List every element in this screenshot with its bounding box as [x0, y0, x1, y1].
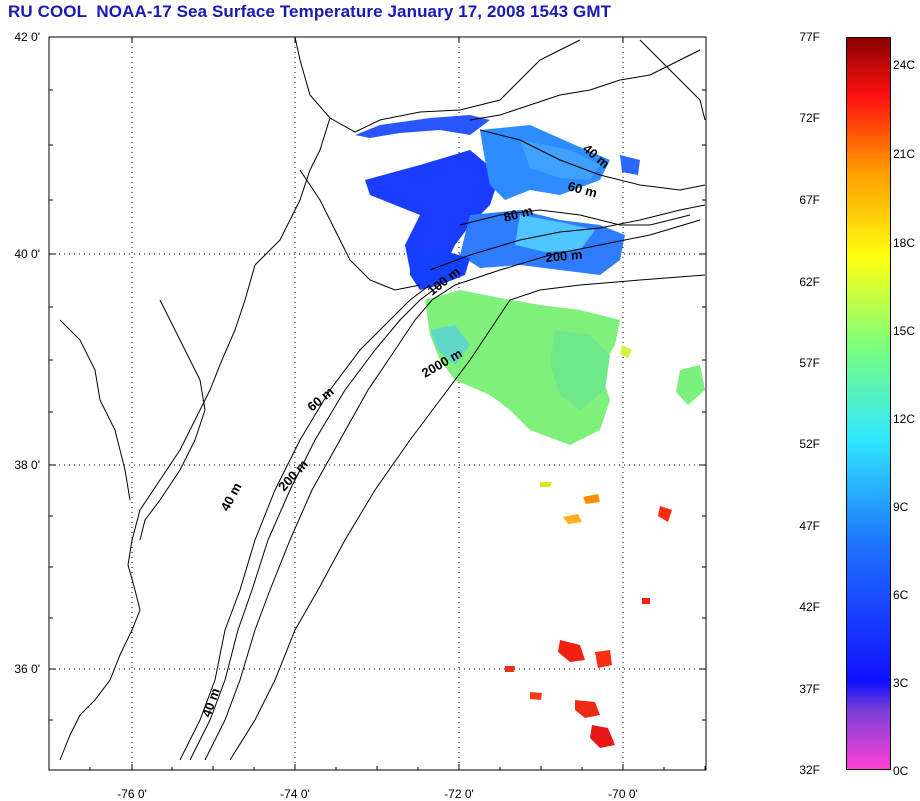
sst-patch-red-1 — [658, 506, 672, 522]
sst-patch-green-main — [425, 290, 620, 445]
sst-patch-red-8 — [642, 598, 650, 604]
sst-patch-shelfbreak — [410, 250, 470, 290]
lon-label-70: -70 0' — [608, 787, 638, 801]
colorbar-label-12c: 12C — [893, 412, 916, 426]
colorbar-label-3c: 3C — [893, 676, 909, 690]
sst-patch-green-east — [550, 330, 610, 410]
colorbar-label-37f: 37F — [799, 682, 820, 696]
isobath-100m — [429, 204, 706, 271]
sst-patch-shoals — [620, 155, 640, 175]
isobath-label-80m: 80 m — [502, 203, 535, 225]
sst-patch-orange-1 — [563, 514, 582, 524]
colorbar-label-57f: 57F — [799, 356, 820, 370]
colorbar-label-18c: 18C — [893, 236, 916, 250]
isobath-40m — [179, 284, 431, 761]
graticule — [49, 37, 706, 770]
isobaths — [179, 39, 706, 761]
colorbar-label-0c: 0C — [893, 764, 909, 778]
isobath-label-200m-north: 200 m — [545, 247, 583, 265]
sst-patch-red-6 — [530, 692, 542, 700]
lon-label-76: -76 0' — [117, 787, 147, 801]
colorbar-label-9c: 9C — [893, 500, 909, 514]
colorbar-label-62f: 62F — [799, 275, 820, 289]
isobath-north — [479, 129, 706, 191]
colorbar-label-32f: 32F — [799, 763, 820, 777]
isobath-2000m — [229, 274, 706, 761]
isobath-60m — [189, 284, 441, 761]
sst-patch-orange-2 — [583, 494, 600, 504]
sst-patch-red-4 — [575, 700, 600, 718]
sst-patch-red-7 — [505, 666, 515, 672]
sst-patch-li-sound — [355, 115, 490, 138]
isobath-label-60m-north: 60 m — [566, 178, 599, 200]
lat-label-40: 40 0' — [14, 247, 40, 261]
isobath-200m — [204, 219, 701, 761]
sst-patch-shelf-cold — [365, 150, 500, 280]
isobath-label-40m-mid: 40 m — [217, 480, 244, 513]
coastline — [59, 36, 701, 761]
colorbar-label-21c: 21C — [893, 147, 916, 161]
colorbar-label-77f: 77F — [799, 30, 820, 44]
sst-patch-cyan-edge — [430, 325, 470, 365]
lon-label-72: -72 0' — [444, 787, 474, 801]
colorbar-label-47f: 47F — [799, 519, 820, 533]
temperature-colorbar — [846, 37, 891, 770]
isobath-80m — [459, 209, 691, 226]
colorbar-label-6c: 6C — [893, 588, 909, 602]
colorbar-label-42f: 42F — [799, 600, 820, 614]
lon-label-74: -74 0' — [280, 787, 310, 801]
colorbar-label-67f: 67F — [799, 193, 820, 207]
colorbar-label-15c: 15C — [893, 324, 916, 338]
lat-label-38: 38 0' — [14, 458, 40, 472]
sst-data-layer — [355, 115, 705, 748]
colorbar-label-24c: 24C — [893, 58, 916, 72]
sst-patch-yellow — [620, 345, 632, 358]
sst-patch-green-far — [676, 365, 705, 405]
tick-marks — [49, 36, 706, 770]
colorbar-label-72f: 72F — [799, 111, 820, 125]
isobath-label-40m-south: 40 m — [199, 686, 223, 719]
sst-patch-red-2 — [558, 640, 585, 662]
sst-patch-red-5 — [590, 725, 615, 748]
lat-label-36: 36 0' — [14, 662, 40, 676]
isobath-label-200m-south: 200 m — [275, 457, 311, 494]
sst-patch-yellow-small — [540, 482, 552, 487]
lat-label-42: 42 0' — [14, 30, 40, 44]
map-title: RU COOL NOAA-17 Sea Surface Temperature … — [8, 2, 612, 21]
isobath-ne — [639, 39, 706, 121]
colorbar-label-52f: 52F — [799, 437, 820, 451]
sst-patch-red-3 — [595, 650, 612, 668]
